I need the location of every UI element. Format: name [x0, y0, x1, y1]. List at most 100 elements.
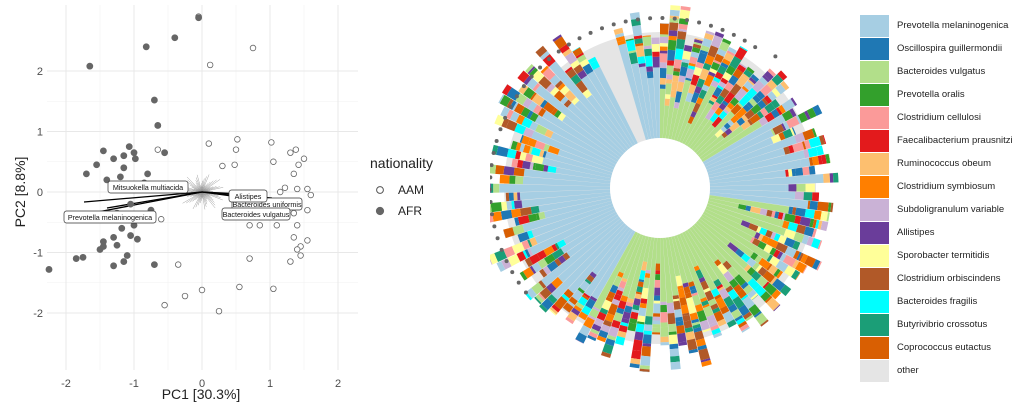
bar-segment	[651, 37, 660, 45]
bar-segment	[690, 91, 700, 104]
bar-segment	[542, 150, 547, 158]
bar-segment	[668, 35, 677, 41]
loading-fan-line	[201, 180, 214, 193]
bar-segment	[521, 240, 531, 250]
bar-segment	[529, 112, 539, 122]
radial-bar	[702, 108, 797, 165]
bar-segment	[782, 121, 790, 130]
taxa-legend-label: Allistipes	[897, 227, 935, 238]
taxa-legend-label: Ruminococcus obeum	[897, 158, 991, 169]
bar-segment	[554, 258, 562, 267]
radial-bar	[575, 231, 638, 344]
bar-segment	[618, 43, 649, 141]
afr-point	[120, 164, 128, 172]
bar-segment	[754, 284, 767, 297]
bar-segment	[693, 66, 703, 77]
afr-dot	[611, 22, 616, 27]
bar-segment	[770, 231, 777, 240]
radial-bar	[704, 208, 822, 271]
bar-segment	[720, 77, 729, 85]
taxa-legend-label: Prevotella oralis	[897, 89, 965, 100]
bar-segment	[644, 48, 653, 57]
bar-segment	[801, 234, 810, 245]
bar-segment	[735, 75, 748, 88]
bar-segment	[655, 274, 660, 280]
bar-segment	[788, 145, 795, 154]
bar-segment	[676, 101, 696, 142]
stacked-bars	[490, 5, 839, 373]
bar-segment	[538, 211, 546, 220]
bar-segment	[668, 236, 681, 277]
bar-segment	[551, 107, 558, 116]
bar-segment	[591, 323, 602, 332]
loading-fan-line	[201, 191, 216, 206]
bar-segment	[511, 158, 519, 168]
bar-segment	[541, 298, 554, 311]
bar-segment	[587, 70, 636, 146]
bar-segment	[699, 68, 710, 81]
bar-segment	[802, 128, 815, 141]
bar-segment	[766, 209, 773, 217]
bar-segment	[702, 211, 753, 242]
bar-segment	[686, 338, 698, 351]
bar-segment	[636, 321, 645, 325]
bar-segment	[614, 335, 626, 346]
aam-point	[231, 161, 238, 168]
bar-segment	[704, 129, 774, 168]
bar-segment	[717, 318, 727, 327]
bar-segment	[710, 104, 719, 112]
bar-segment	[764, 102, 776, 114]
bar-segment	[644, 55, 653, 67]
radial-bar	[517, 203, 614, 243]
bar-segment	[641, 261, 648, 272]
radial-bar	[613, 27, 649, 141]
radial-bar	[540, 65, 627, 154]
taxa-legend-item: other	[860, 359, 1010, 382]
bar-segment	[554, 242, 560, 250]
aam-point	[290, 170, 297, 178]
bar-segment	[626, 297, 635, 304]
sample-points	[45, 13, 314, 315]
bar-segment	[546, 260, 559, 272]
bar-segment	[709, 195, 790, 214]
bar-segment	[669, 9, 680, 17]
bar-segment	[667, 39, 677, 51]
bar-segment	[539, 149, 545, 158]
bar-segment	[736, 87, 748, 99]
bar-segment	[793, 250, 800, 260]
bar-segment	[679, 122, 692, 144]
bar-segment	[653, 300, 660, 304]
bar-segment	[683, 320, 693, 329]
taxa-legend-label: Clostridium orbiscindens	[897, 273, 1001, 284]
bar-segment	[546, 282, 557, 294]
afr-dot	[588, 30, 593, 35]
bar-segment	[820, 211, 825, 221]
bar-segment	[684, 102, 713, 146]
color-swatch	[860, 14, 889, 37]
bar-segment	[670, 355, 680, 363]
bar-segment	[596, 311, 607, 321]
bar-segment	[673, 101, 680, 109]
bar-segment	[540, 65, 549, 74]
bar-segment	[671, 81, 679, 92]
bar-segment	[747, 289, 757, 299]
bar-segment	[557, 220, 625, 283]
loading-fan-line	[198, 191, 203, 206]
bar-segment	[514, 123, 527, 135]
loading-fan-line	[201, 191, 208, 205]
bar-segment	[641, 346, 651, 357]
bar-segment	[673, 59, 682, 69]
bar-segment	[741, 114, 749, 122]
bar-segment	[646, 71, 654, 79]
bar-segment	[740, 120, 751, 131]
bar-segment	[680, 304, 689, 315]
radial-bar	[674, 235, 711, 333]
color-swatch	[860, 106, 889, 129]
bar-segment	[496, 146, 509, 157]
radial-bar	[682, 46, 737, 145]
color-swatch	[860, 221, 889, 244]
bar-segment	[739, 323, 750, 332]
bar-segment	[531, 70, 545, 83]
nationality-dots	[490, 16, 778, 295]
bar-segment	[535, 213, 540, 221]
